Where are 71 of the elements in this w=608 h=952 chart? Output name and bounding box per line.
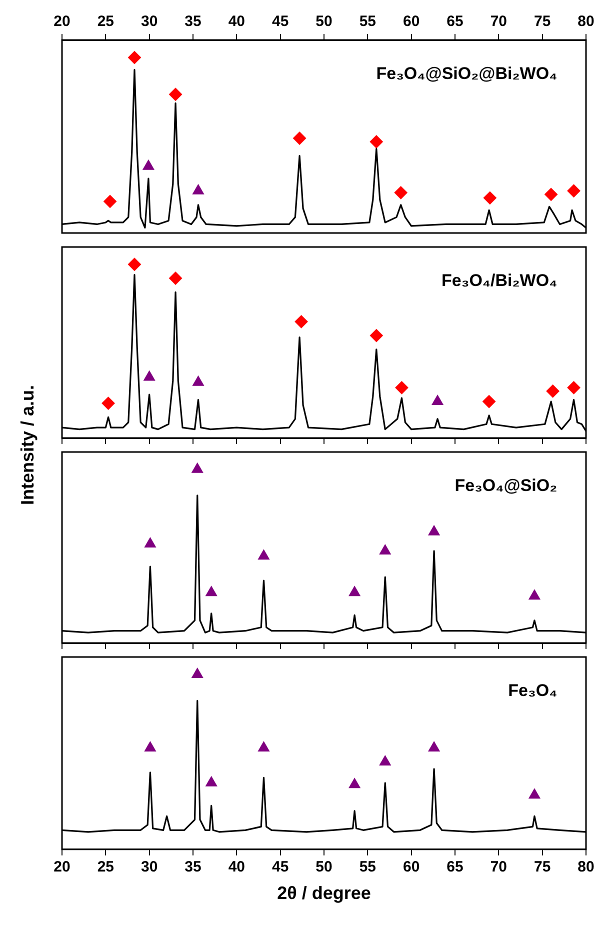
x-tick-label: 55 — [359, 858, 376, 876]
point — [192, 462, 204, 473]
point — [192, 668, 204, 678]
point — [428, 525, 440, 536]
point — [192, 184, 204, 194]
x-tick-label: 65 — [446, 13, 464, 30]
x-tick-label: 50 — [316, 13, 332, 30]
point — [192, 376, 204, 386]
chart-title: Fe₃O₄@SiO₂@Bi₂WO₄ — [376, 64, 558, 84]
chart-title: Fe₃O₄@SiO₂ — [454, 476, 558, 496]
point — [144, 538, 156, 548]
point — [528, 590, 540, 600]
x-tick-label: 35 — [184, 858, 202, 876]
x-tick-label: 40 — [228, 13, 246, 30]
point — [395, 381, 408, 394]
point — [379, 544, 391, 554]
text: Fe₃O₄ — [508, 681, 558, 700]
x-tick-label: 80 — [578, 858, 594, 876]
x-tick-label: 20 — [54, 858, 70, 876]
x-tick-label: 35 — [184, 13, 202, 30]
x-tick-label: 25 — [97, 13, 114, 30]
x-tick-label: 20 — [54, 13, 70, 30]
point — [258, 741, 270, 752]
x-tick-label: 45 — [272, 13, 289, 30]
chart-title: Fe₃O₄/Bi₂WO₄ — [442, 271, 558, 290]
point — [102, 396, 115, 410]
x-tick-label: 50 — [316, 858, 332, 876]
point — [128, 51, 141, 64]
x-tick-label: 70 — [490, 13, 508, 30]
point — [370, 135, 383, 148]
point — [104, 194, 117, 208]
point — [528, 788, 540, 799]
point — [144, 741, 156, 752]
point — [394, 186, 408, 200]
x-tick-label: 70 — [490, 858, 508, 876]
point — [169, 272, 182, 285]
x-tick-label: 75 — [534, 858, 551, 876]
x-tick-label: 40 — [228, 858, 246, 876]
point — [294, 315, 308, 328]
x-tick-label: 60 — [402, 858, 420, 876]
point — [370, 329, 383, 342]
point — [258, 550, 270, 560]
x-tick-label: 75 — [534, 13, 551, 30]
point — [169, 88, 182, 101]
point — [293, 132, 306, 145]
point — [567, 184, 580, 198]
point — [348, 586, 360, 596]
point — [142, 160, 154, 170]
y-axis-title: Intensity / a.u. — [18, 384, 38, 506]
point — [206, 776, 218, 786]
point — [128, 258, 141, 271]
x-tick-label: 80 — [578, 13, 594, 30]
x-tick-label: 25 — [97, 858, 114, 876]
point — [379, 755, 391, 766]
point — [567, 381, 580, 394]
point — [144, 370, 156, 381]
point — [482, 395, 496, 408]
point — [206, 586, 218, 596]
x-tick-label: 55 — [359, 13, 376, 30]
x-tick-label: 30 — [140, 13, 158, 30]
x-tick-label: 60 — [402, 13, 420, 30]
point — [483, 191, 496, 204]
x-tick-label: 65 — [446, 858, 464, 876]
x-tick-label: 45 — [272, 858, 289, 876]
point — [432, 395, 444, 406]
x-axis-title: 2θ / degree — [277, 883, 371, 904]
point — [348, 778, 360, 788]
point — [428, 741, 440, 752]
point — [544, 188, 558, 201]
point — [546, 384, 560, 398]
x-tick-label: 30 — [140, 858, 158, 876]
